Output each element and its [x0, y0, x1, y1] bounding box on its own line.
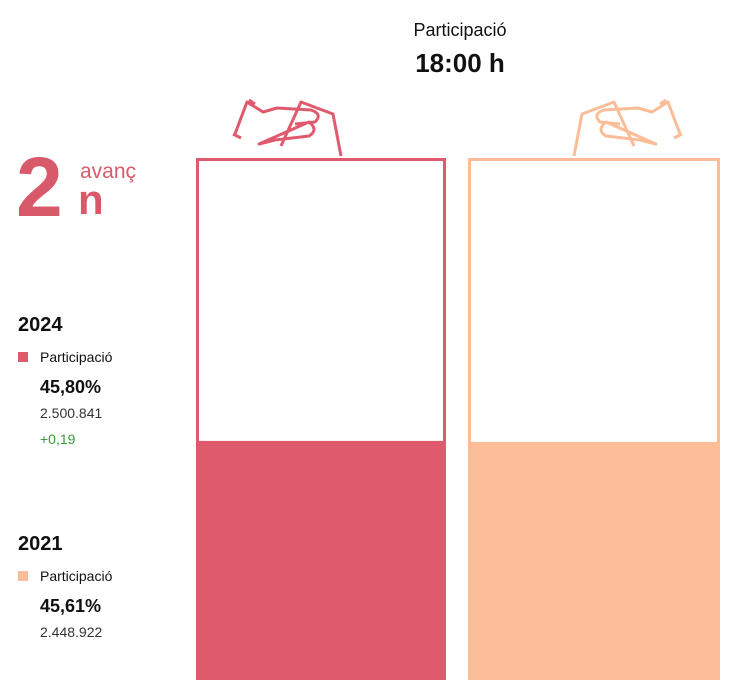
legend-year: 2024: [18, 314, 63, 336]
badge-word: avanç: [80, 160, 136, 183]
bar: [468, 441, 720, 680]
change-label: +0,19: [40, 431, 76, 447]
chart-title: Participació: [413, 20, 506, 40]
legend-swatch: [18, 571, 28, 581]
badge-suffix: n: [78, 176, 104, 223]
legend-label: Participació: [40, 349, 113, 365]
legend-swatch: [18, 352, 28, 362]
value-label: 45,80%: [40, 377, 101, 397]
hand-part: [659, 98, 683, 140]
hand-part: [595, 100, 682, 146]
votes-label: 2.448.922: [40, 624, 102, 640]
hand-part: [279, 100, 343, 157]
hand-icon: [232, 98, 343, 157]
hand-part: [232, 98, 256, 140]
badge-number: 2: [16, 140, 63, 234]
bar: [196, 440, 446, 680]
hand-icon: [572, 98, 683, 157]
ballot-box: [196, 158, 446, 680]
legend-year: 2021: [18, 533, 63, 555]
hand-part: [233, 100, 320, 146]
legend-label: Participació: [40, 568, 113, 584]
hand-part: [572, 100, 636, 157]
chart-subtitle: 18:00 h: [415, 48, 505, 78]
value-label: 45,61%: [40, 596, 101, 616]
ballot-box: [468, 158, 720, 680]
votes-label: 2.500.841: [40, 405, 102, 421]
